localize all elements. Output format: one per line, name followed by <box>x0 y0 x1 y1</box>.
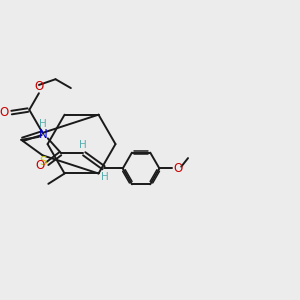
Text: H: H <box>40 119 47 130</box>
Text: O: O <box>173 162 182 175</box>
Text: O: O <box>0 106 8 119</box>
Text: H: H <box>101 172 109 182</box>
Text: O: O <box>36 159 45 172</box>
Text: H: H <box>79 140 87 150</box>
Text: O: O <box>34 80 44 93</box>
Text: N: N <box>39 128 48 141</box>
Text: S: S <box>40 155 47 168</box>
